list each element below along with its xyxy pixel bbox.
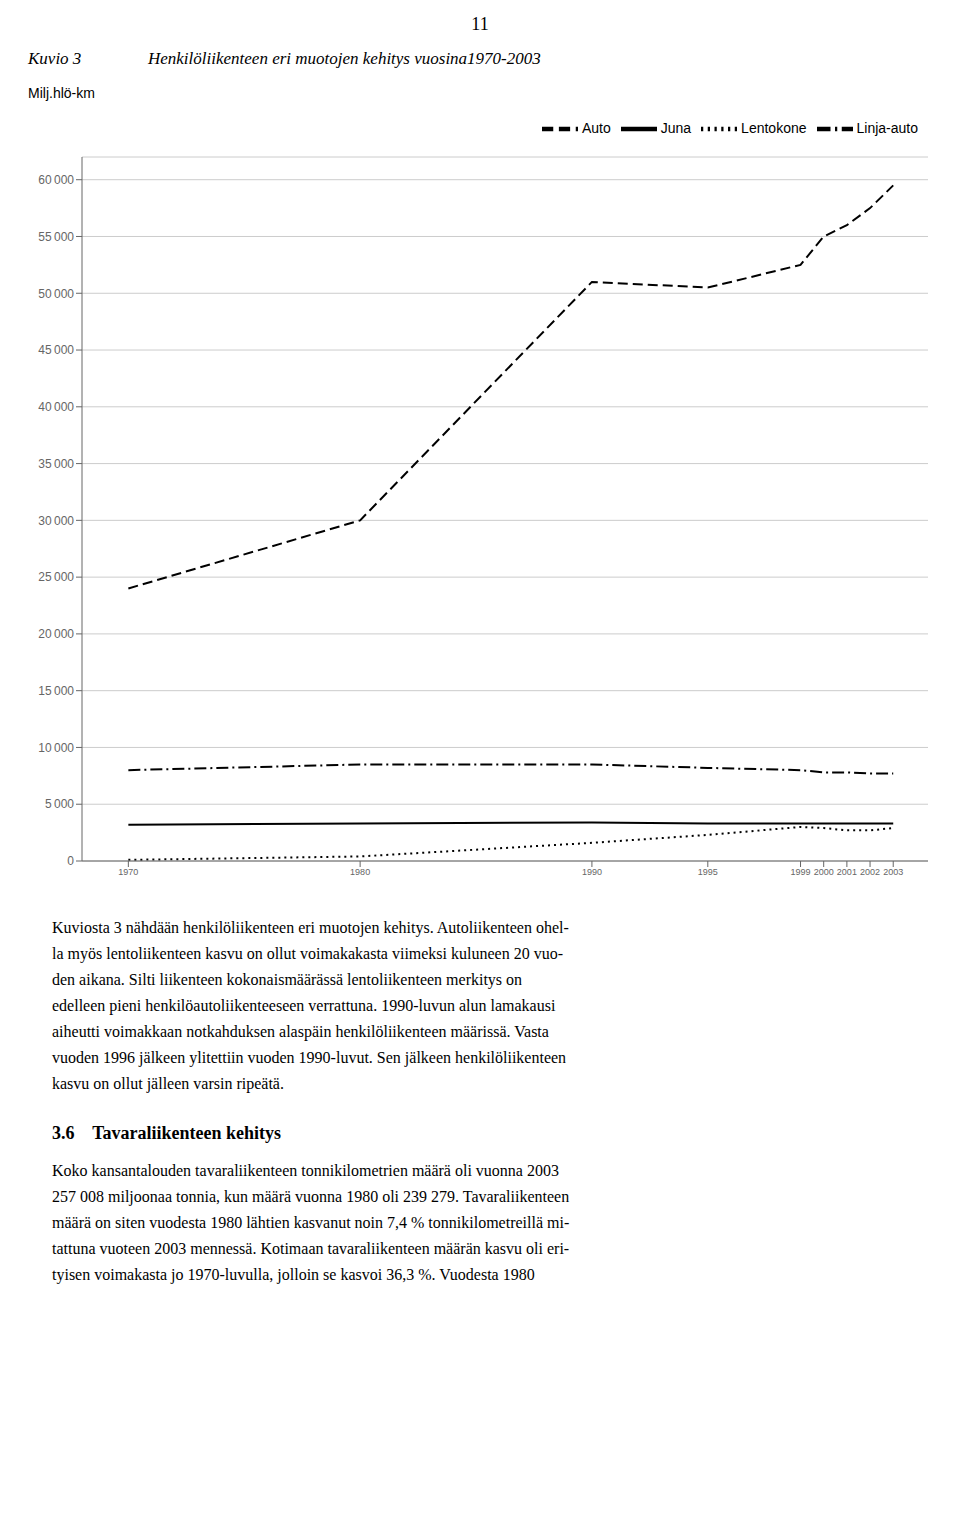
html-text:11: 11: [471, 14, 489, 34]
html-text:määrä on siten vuodesta 1980 l: määrä on siten vuodesta 1980 lähtien kas…: [52, 1214, 570, 1231]
svg-text:1999: 1999: [791, 867, 811, 877]
svg-text:45 000: 45 000: [38, 343, 74, 357]
svg-text:50 000: 50 000: [38, 287, 74, 301]
html-text:Juna: Juna: [660, 119, 692, 136]
svg-text:1980: 1980: [350, 867, 370, 877]
html-text:Kuvio 3: Kuvio 3: [28, 49, 82, 68]
svg-text:55 000: 55 000: [38, 230, 74, 244]
svg-text:2002: 2002: [860, 867, 880, 877]
svg-text:5 000: 5 000: [45, 797, 74, 811]
html-text:Lentokone: Lentokone: [741, 119, 807, 136]
html-text:kasvu on ollut jälleen varsin: kasvu on ollut jälleen varsin ripeätä.: [52, 1075, 284, 1092]
svg-text:2001: 2001: [837, 867, 857, 877]
html-text:den aikana. Silti liikenteen k: den aikana. Silti liikenteen kokonaismää…: [52, 971, 523, 988]
html-text:edelleen pieni henkilöautoliik: edelleen pieni henkilöautoliikenteeseen …: [52, 997, 556, 1014]
html-text:Milj.hlö-km: Milj.hlö-km: [28, 85, 95, 101]
html-text:Henkilöliikenteen eri muotojen: Henkilöliikenteen eri muotojen kehitys v…: [148, 49, 541, 68]
svg-text:25 000: 25 000: [38, 570, 74, 584]
html-text:tyisen voimakasta jo 1970-luvu: tyisen voimakasta jo 1970-luvulla, jollo…: [52, 1266, 535, 1283]
svg-text:40 000: 40 000: [38, 400, 74, 414]
svg-text:2000: 2000: [814, 867, 834, 877]
svg-text:1990: 1990: [582, 867, 602, 877]
svg-text:60 000: 60 000: [38, 173, 74, 187]
html-text:la myös lentoliikenteen kasvu: la myös lentoliikenteen kasvu on ollut v…: [52, 945, 563, 962]
svg-text:0: 0: [67, 854, 74, 868]
html-text:Linja-auto: Linja-auto: [856, 119, 918, 136]
svg-text:2003: 2003: [883, 867, 903, 877]
svg-text:10 000: 10 000: [38, 741, 74, 755]
html-text:Koko kansantalouden tavaraliik: Koko kansantalouden tavaraliikenteen ton…: [52, 1162, 559, 1179]
svg-text:15 000: 15 000: [38, 684, 74, 698]
html-text:257 008 miljoonaa tonnia, kun: 257 008 miljoonaa tonnia, kun määrä vuon…: [52, 1188, 570, 1205]
svg-text:30 000: 30 000: [38, 514, 74, 528]
svg-text:20 000: 20 000: [38, 627, 74, 641]
svg-text:1995: 1995: [698, 867, 718, 877]
html-text:aiheutti voimakkaan notkahduks: aiheutti voimakkaan notkahduksen alaspäi…: [52, 1023, 549, 1040]
html-text:tattuna vuoteen 2003 mennessä.: tattuna vuoteen 2003 mennessä. Kotimaan …: [52, 1240, 570, 1257]
html-text:vuoden 1996 jälkeen ylitettiin: vuoden 1996 jälkeen ylitettiin vuoden 19…: [52, 1049, 567, 1066]
html-text:3.6 Tavaraliikenteen kehitys: 3.6 Tavaraliikenteen kehitys: [52, 1123, 281, 1143]
html-text:Auto: Auto: [581, 119, 611, 136]
html-text:Kuviosta 3 nähdään henkilöliik: Kuviosta 3 nähdään henkilöliikenteen eri…: [52, 919, 569, 936]
svg-text:1970: 1970: [118, 867, 138, 877]
svg-text:35 000: 35 000: [38, 457, 74, 471]
